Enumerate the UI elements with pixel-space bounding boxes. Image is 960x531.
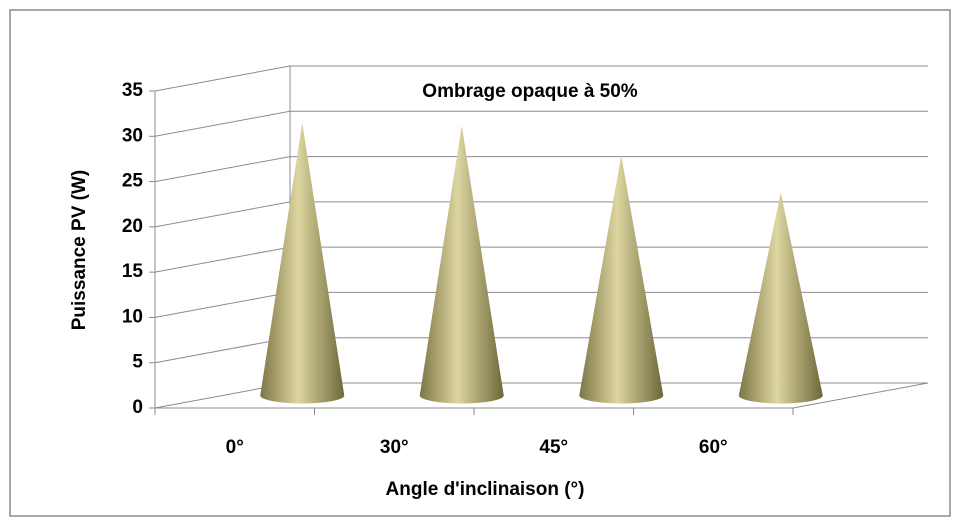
cone-body	[260, 122, 345, 404]
grid-line	[154, 246, 291, 273]
grid-line	[154, 110, 291, 137]
grid-line	[154, 291, 291, 318]
grid-line	[154, 337, 291, 364]
y-tick-label: 0	[132, 397, 143, 418]
y-tick-label: 20	[122, 216, 143, 237]
x-tick-label: 0°	[226, 437, 244, 458]
y-axis-label: Puissance PV (W)	[69, 170, 90, 331]
x-axis-label: Angle d'inclinaison (°)	[386, 479, 585, 500]
y-tick-label: 15	[122, 261, 144, 282]
x-tick-label: 30°	[380, 437, 409, 458]
cone	[738, 192, 823, 404]
y-tick-label: 35	[122, 80, 144, 101]
cone-body	[579, 155, 664, 404]
cone	[260, 122, 345, 404]
x-tick-label: 60°	[699, 437, 728, 458]
cone	[579, 155, 664, 404]
x-tick-label: 45°	[539, 437, 568, 458]
grid-line	[154, 65, 291, 92]
y-tick-label: 10	[122, 306, 143, 327]
y-tick-label: 25	[122, 171, 144, 192]
cone-body	[419, 125, 504, 404]
grid-line	[154, 201, 291, 228]
chart-title: Ombrage opaque à 50%	[422, 81, 638, 102]
y-tick-label: 30	[122, 125, 143, 146]
grid-line	[154, 156, 291, 183]
cone-body	[738, 192, 823, 404]
cone	[419, 125, 504, 404]
y-tick-label: 5	[132, 352, 143, 373]
